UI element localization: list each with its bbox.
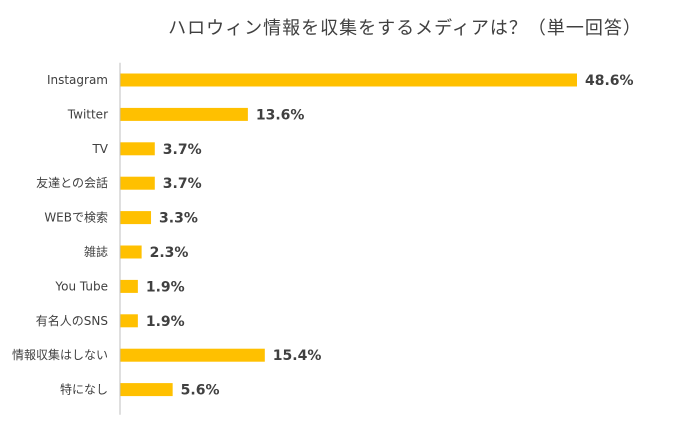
value-label: 3.7% [163,176,202,192]
value-label: 5.6% [181,383,220,399]
bar-9 [120,383,173,397]
category-label: Instagram [47,73,108,87]
category-label: 有名人のSNS [36,313,108,328]
bar-6 [120,279,138,293]
category-label: WEBで検索 [44,211,108,225]
category-label: 友達との会話 [36,175,108,190]
value-label: 15.4% [273,348,322,364]
bar-1 [120,107,248,121]
value-label: 13.6% [256,107,305,123]
bar-3 [120,176,155,190]
category-label: Twitter [67,107,108,121]
bar-8 [120,348,265,362]
bar-4 [120,211,152,225]
value-label: 48.6% [585,73,634,89]
chart-title: ハロウィン情報を収集をするメディアは？（単一回答） [168,18,642,39]
bar-2 [120,142,155,156]
category-label: 情報収集はしない [12,347,108,362]
bar-5 [120,245,142,259]
value-label: 2.3% [150,245,189,261]
value-label: 1.9% [146,279,185,295]
category-label: 特になし [60,382,108,397]
value-label: 3.7% [163,142,202,158]
value-label: 1.9% [146,314,185,330]
category-label: You Tube [54,279,108,293]
value-label: 3.3% [159,211,198,227]
bar-0 [120,73,577,87]
category-label: 雑誌 [84,244,108,259]
bar-7 [120,314,138,328]
category-label: TV [91,142,108,156]
